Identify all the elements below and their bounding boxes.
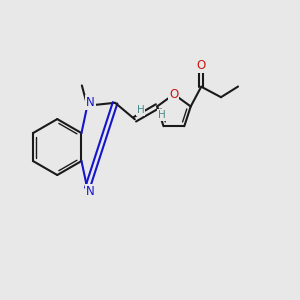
Text: H: H — [137, 106, 145, 116]
Text: N: N — [86, 185, 94, 198]
Text: O: O — [196, 59, 206, 72]
Text: O: O — [169, 88, 178, 101]
Text: H: H — [158, 110, 165, 120]
Text: N: N — [86, 96, 94, 109]
